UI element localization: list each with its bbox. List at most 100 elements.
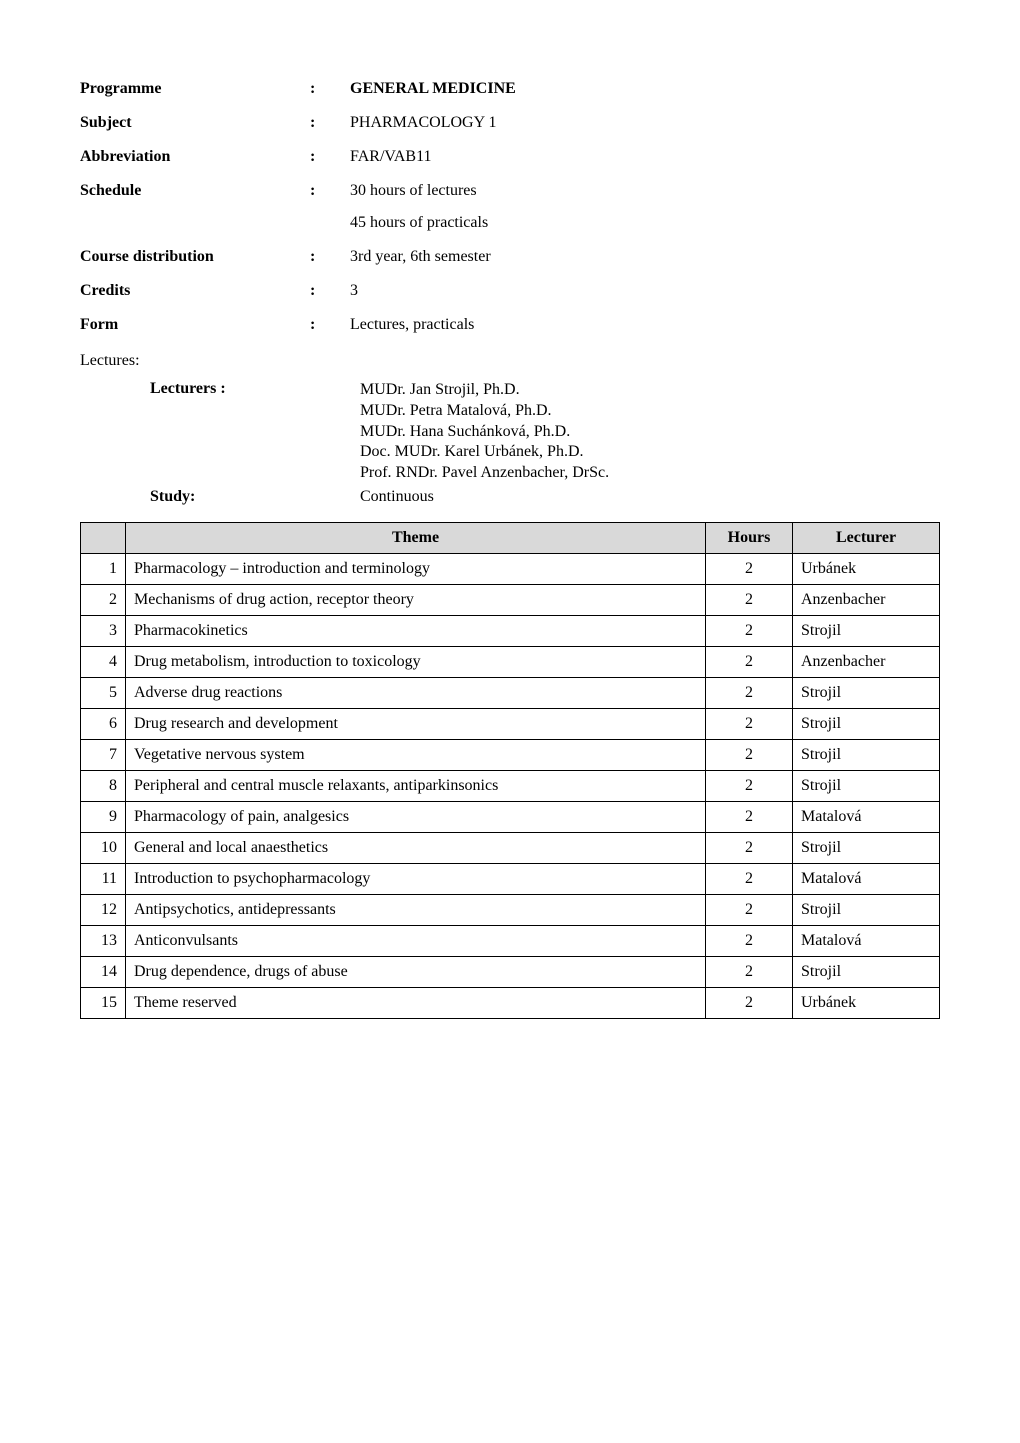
cell-theme: General and local anaesthetics xyxy=(126,832,706,863)
cell-hours: 2 xyxy=(706,677,793,708)
cell-theme: Antipsychotics, antidepressants xyxy=(126,894,706,925)
cell-index: 11 xyxy=(81,863,126,894)
table-row: 12Antipsychotics, antidepressants2Stroji… xyxy=(81,894,940,925)
meta-row: Schedule:30 hours of lectures45 hours of… xyxy=(80,182,940,232)
cell-index: 6 xyxy=(81,708,126,739)
meta-value-text: Lectures, practicals xyxy=(350,316,940,334)
cell-lecturer: Strojil xyxy=(793,770,940,801)
cell-theme: Anticonvulsants xyxy=(126,925,706,956)
meta-label: Credits xyxy=(80,282,310,300)
meta-value-text: 3 xyxy=(350,282,940,300)
table-row: 5Adverse drug reactions2Strojil xyxy=(81,677,940,708)
table-row: 2Mechanisms of drug action, receptor the… xyxy=(81,584,940,615)
meta-value-text: 30 hours of lectures xyxy=(350,182,940,200)
table-row: 15Theme reserved2Urbánek xyxy=(81,987,940,1018)
cell-theme: Peripheral and central muscle relaxants,… xyxy=(126,770,706,801)
meta-value-text: 3rd year, 6th semester xyxy=(350,248,940,266)
cell-lecturer: Strojil xyxy=(793,894,940,925)
cell-theme: Adverse drug reactions xyxy=(126,677,706,708)
meta-subvalue: 45 hours of practicals xyxy=(350,214,940,232)
cell-theme: Drug dependence, drugs of abuse xyxy=(126,956,706,987)
table-row: 10General and local anaesthetics2Strojil xyxy=(81,832,940,863)
col-theme: Theme xyxy=(126,522,706,553)
cell-hours: 2 xyxy=(706,708,793,739)
cell-lecturer: Strojil xyxy=(793,832,940,863)
table-row: 3Pharmacokinetics2Strojil xyxy=(81,615,940,646)
lecturers-row: Lecturers : MUDr. Jan Strojil, Ph.D.MUDr… xyxy=(80,380,940,484)
cell-index: 13 xyxy=(81,925,126,956)
meta-row: Abbreviation:FAR/VAB11 xyxy=(80,148,940,166)
meta-colon: : xyxy=(310,148,350,166)
cell-hours: 2 xyxy=(706,832,793,863)
meta-colon: : xyxy=(310,114,350,132)
cell-theme: Drug research and development xyxy=(126,708,706,739)
cell-lecturer: Strojil xyxy=(793,708,940,739)
meta-label: Course distribution xyxy=(80,248,310,266)
cell-lecturer: Strojil xyxy=(793,739,940,770)
cell-hours: 2 xyxy=(706,863,793,894)
cell-index: 15 xyxy=(81,987,126,1018)
meta-value: 3 xyxy=(350,282,940,300)
col-index xyxy=(81,522,126,553)
cell-lecturer: Strojil xyxy=(793,677,940,708)
cell-lecturer: Matalová xyxy=(793,801,940,832)
table-row: 4Drug metabolism, introduction to toxico… xyxy=(81,646,940,677)
meta-label: Subject xyxy=(80,114,310,132)
meta-colon: : xyxy=(310,182,350,200)
cell-index: 12 xyxy=(81,894,126,925)
cell-lecturer: Anzenbacher xyxy=(793,584,940,615)
study-row: Study: Continuous xyxy=(80,488,940,506)
meta-row: Form:Lectures, practicals xyxy=(80,316,940,334)
cell-index: 5 xyxy=(81,677,126,708)
study-value: Continuous xyxy=(360,488,940,506)
cell-theme: Vegetative nervous system xyxy=(126,739,706,770)
cell-hours: 2 xyxy=(706,801,793,832)
cell-hours: 2 xyxy=(706,894,793,925)
table-row: 1Pharmacology – introduction and termino… xyxy=(81,553,940,584)
cell-lecturer: Matalová xyxy=(793,863,940,894)
meta-value-text: PHARMACOLOGY 1 xyxy=(350,114,940,132)
cell-hours: 2 xyxy=(706,987,793,1018)
meta-row: Course distribution:3rd year, 6th semest… xyxy=(80,248,940,266)
table-row: 11Introduction to psychopharmacology2Mat… xyxy=(81,863,940,894)
cell-hours: 2 xyxy=(706,956,793,987)
meta-value: Lectures, practicals xyxy=(350,316,940,334)
col-hours: Hours xyxy=(706,522,793,553)
meta-label: Programme xyxy=(80,80,310,98)
lectures-heading: Lectures: xyxy=(80,352,940,370)
lecturer-name: MUDr. Jan Strojil, Ph.D. xyxy=(360,380,940,401)
cell-index: 1 xyxy=(81,553,126,584)
cell-lecturer: Urbánek xyxy=(793,553,940,584)
cell-theme: Pharmacokinetics xyxy=(126,615,706,646)
cell-index: 4 xyxy=(81,646,126,677)
study-label: Study: xyxy=(80,488,360,506)
cell-index: 8 xyxy=(81,770,126,801)
cell-hours: 2 xyxy=(706,770,793,801)
lecturers-values: MUDr. Jan Strojil, Ph.D.MUDr. Petra Mata… xyxy=(360,380,940,484)
cell-index: 7 xyxy=(81,739,126,770)
cell-hours: 2 xyxy=(706,615,793,646)
meta-value: FAR/VAB11 xyxy=(350,148,940,166)
col-lecturer: Lecturer xyxy=(793,522,940,553)
cell-index: 9 xyxy=(81,801,126,832)
meta-label: Abbreviation xyxy=(80,148,310,166)
meta-value: 3rd year, 6th semester xyxy=(350,248,940,266)
cell-theme: Drug metabolism, introduction to toxicol… xyxy=(126,646,706,677)
cell-lecturer: Urbánek xyxy=(793,987,940,1018)
cell-theme: Mechanisms of drug action, receptor theo… xyxy=(126,584,706,615)
cell-index: 2 xyxy=(81,584,126,615)
cell-hours: 2 xyxy=(706,646,793,677)
theme-table: Theme Hours Lecturer 1Pharmacology – int… xyxy=(80,522,940,1019)
cell-hours: 2 xyxy=(706,553,793,584)
meta-colon: : xyxy=(310,316,350,334)
table-row: 9Pharmacology of pain, analgesics2Matalo… xyxy=(81,801,940,832)
meta-colon: : xyxy=(310,248,350,266)
cell-lecturer: Matalová xyxy=(793,925,940,956)
cell-lecturer: Strojil xyxy=(793,956,940,987)
table-row: 8Peripheral and central muscle relaxants… xyxy=(81,770,940,801)
meta-block: Programme:GENERAL MEDICINESubject:PHARMA… xyxy=(80,80,940,334)
table-row: 6Drug research and development2Strojil xyxy=(81,708,940,739)
cell-index: 10 xyxy=(81,832,126,863)
cell-lecturer: Anzenbacher xyxy=(793,646,940,677)
lecturer-name: Doc. MUDr. Karel Urbánek, Ph.D. xyxy=(360,442,940,463)
